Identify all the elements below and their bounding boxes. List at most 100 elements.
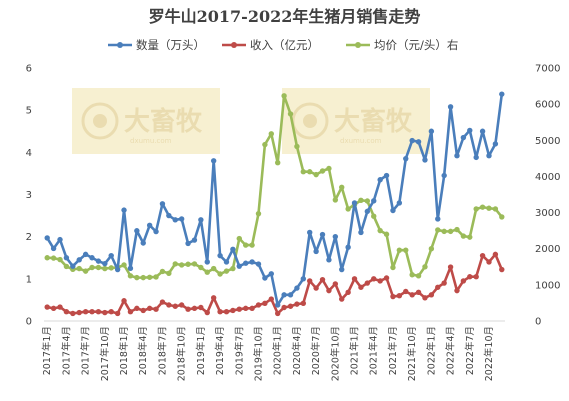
data-point — [300, 169, 307, 175]
data-point — [242, 242, 249, 248]
data-point — [198, 264, 204, 271]
data-point — [326, 165, 332, 172]
y-right-tick-label: 5000 — [535, 136, 560, 147]
x-axis: 2017年1月 2017年4月 2017年7月 2017年10月 2018年1月 2018… — [41, 326, 495, 381]
data-point — [57, 304, 63, 310]
data-point — [134, 228, 140, 234]
data-point — [70, 310, 76, 317]
data-point — [499, 91, 505, 97]
x-tick-label: 2020年4月 — [291, 326, 303, 375]
y-right-tick-label: 3000 — [535, 208, 560, 219]
data-point — [358, 284, 364, 290]
data-point — [358, 197, 364, 203]
data-point — [307, 278, 313, 284]
x-tick-label: 2021年10月 — [406, 326, 418, 381]
x-tick-label: 2018年4月 — [137, 326, 149, 375]
data-point — [435, 284, 441, 290]
data-point — [204, 309, 210, 316]
x-tick-label: 2017年10月 — [99, 326, 111, 381]
data-point — [447, 228, 454, 235]
x-tick-label: 2022年10月 — [483, 326, 495, 381]
x-tick-label: 2021年7月 — [387, 326, 399, 375]
data-point — [70, 263, 76, 269]
data-point — [242, 305, 249, 312]
data-point — [473, 274, 479, 280]
watermark-logo-icon — [81, 102, 119, 140]
data-point — [166, 212, 172, 219]
x-tick-label: 2022年4月 — [445, 326, 457, 375]
data-point — [447, 104, 454, 110]
data-point — [198, 304, 204, 311]
x-tick-label: 2017年1月 — [41, 326, 53, 375]
data-point — [178, 262, 185, 268]
data-point — [210, 265, 217, 272]
series-0 — [44, 91, 505, 308]
data-point — [428, 128, 435, 134]
data-point — [473, 154, 479, 161]
legend: 数量（万头） 收入（亿元） 均价（元/头）右 — [108, 38, 458, 52]
y-left-tick-label: 2 — [26, 232, 32, 243]
data-point — [486, 205, 492, 211]
data-point — [44, 235, 50, 241]
data-point — [191, 305, 198, 312]
data-point — [467, 274, 473, 280]
data-point — [422, 264, 428, 270]
data-point — [191, 237, 198, 243]
data-point — [50, 255, 57, 261]
data-point — [102, 260, 108, 267]
data-point — [415, 139, 422, 145]
data-point — [95, 264, 102, 271]
y-axis-right: 0 1000 2000 3000 4000 5000 6000 7000 — [535, 64, 560, 328]
data-point — [262, 275, 268, 281]
x-tick-label: 2018年7月 — [156, 326, 168, 375]
legend-label: 数量（万头） — [136, 38, 205, 52]
series-1 — [44, 251, 505, 317]
x-tick-label: 2021年4月 — [368, 326, 380, 375]
data-point — [313, 248, 319, 255]
data-point — [255, 261, 262, 267]
data-point — [281, 292, 287, 298]
data-point — [300, 300, 307, 306]
data-point — [82, 268, 89, 274]
data-point — [441, 280, 447, 286]
data-point — [172, 217, 178, 223]
data-point — [102, 265, 108, 272]
watermark-right: 大畜牧 dxumu.com — [282, 88, 430, 154]
x-tick-label: 2022年1月 — [425, 326, 437, 375]
data-point — [268, 131, 274, 137]
y-left-tick-label: 4 — [26, 148, 32, 159]
data-point — [390, 264, 396, 271]
data-point — [345, 244, 351, 250]
data-point — [300, 276, 307, 282]
data-point — [82, 251, 89, 258]
data-point — [76, 265, 82, 272]
data-point — [89, 264, 95, 271]
data-point — [185, 240, 191, 247]
data-point — [435, 227, 441, 233]
data-point — [191, 261, 198, 267]
data-point — [332, 281, 339, 287]
data-point — [307, 229, 313, 236]
data-point — [396, 200, 403, 206]
data-point — [134, 305, 140, 312]
x-tick-label: 2019年10月 — [252, 326, 264, 381]
data-point — [281, 93, 287, 99]
data-point — [44, 304, 50, 310]
data-point — [275, 159, 281, 166]
data-point — [364, 198, 371, 204]
data-point — [479, 252, 486, 259]
x-tick-label: 2017年4月 — [60, 326, 72, 375]
data-point — [159, 268, 166, 275]
data-point — [146, 305, 153, 312]
x-tick-label: 2017年7月 — [80, 326, 92, 375]
data-point — [415, 289, 422, 296]
y-right-tick-label: 4000 — [535, 172, 560, 183]
data-point — [262, 300, 268, 306]
data-point — [390, 207, 396, 214]
data-point — [294, 301, 300, 307]
data-point — [217, 252, 223, 259]
data-point — [499, 214, 505, 220]
data-point — [313, 171, 319, 178]
